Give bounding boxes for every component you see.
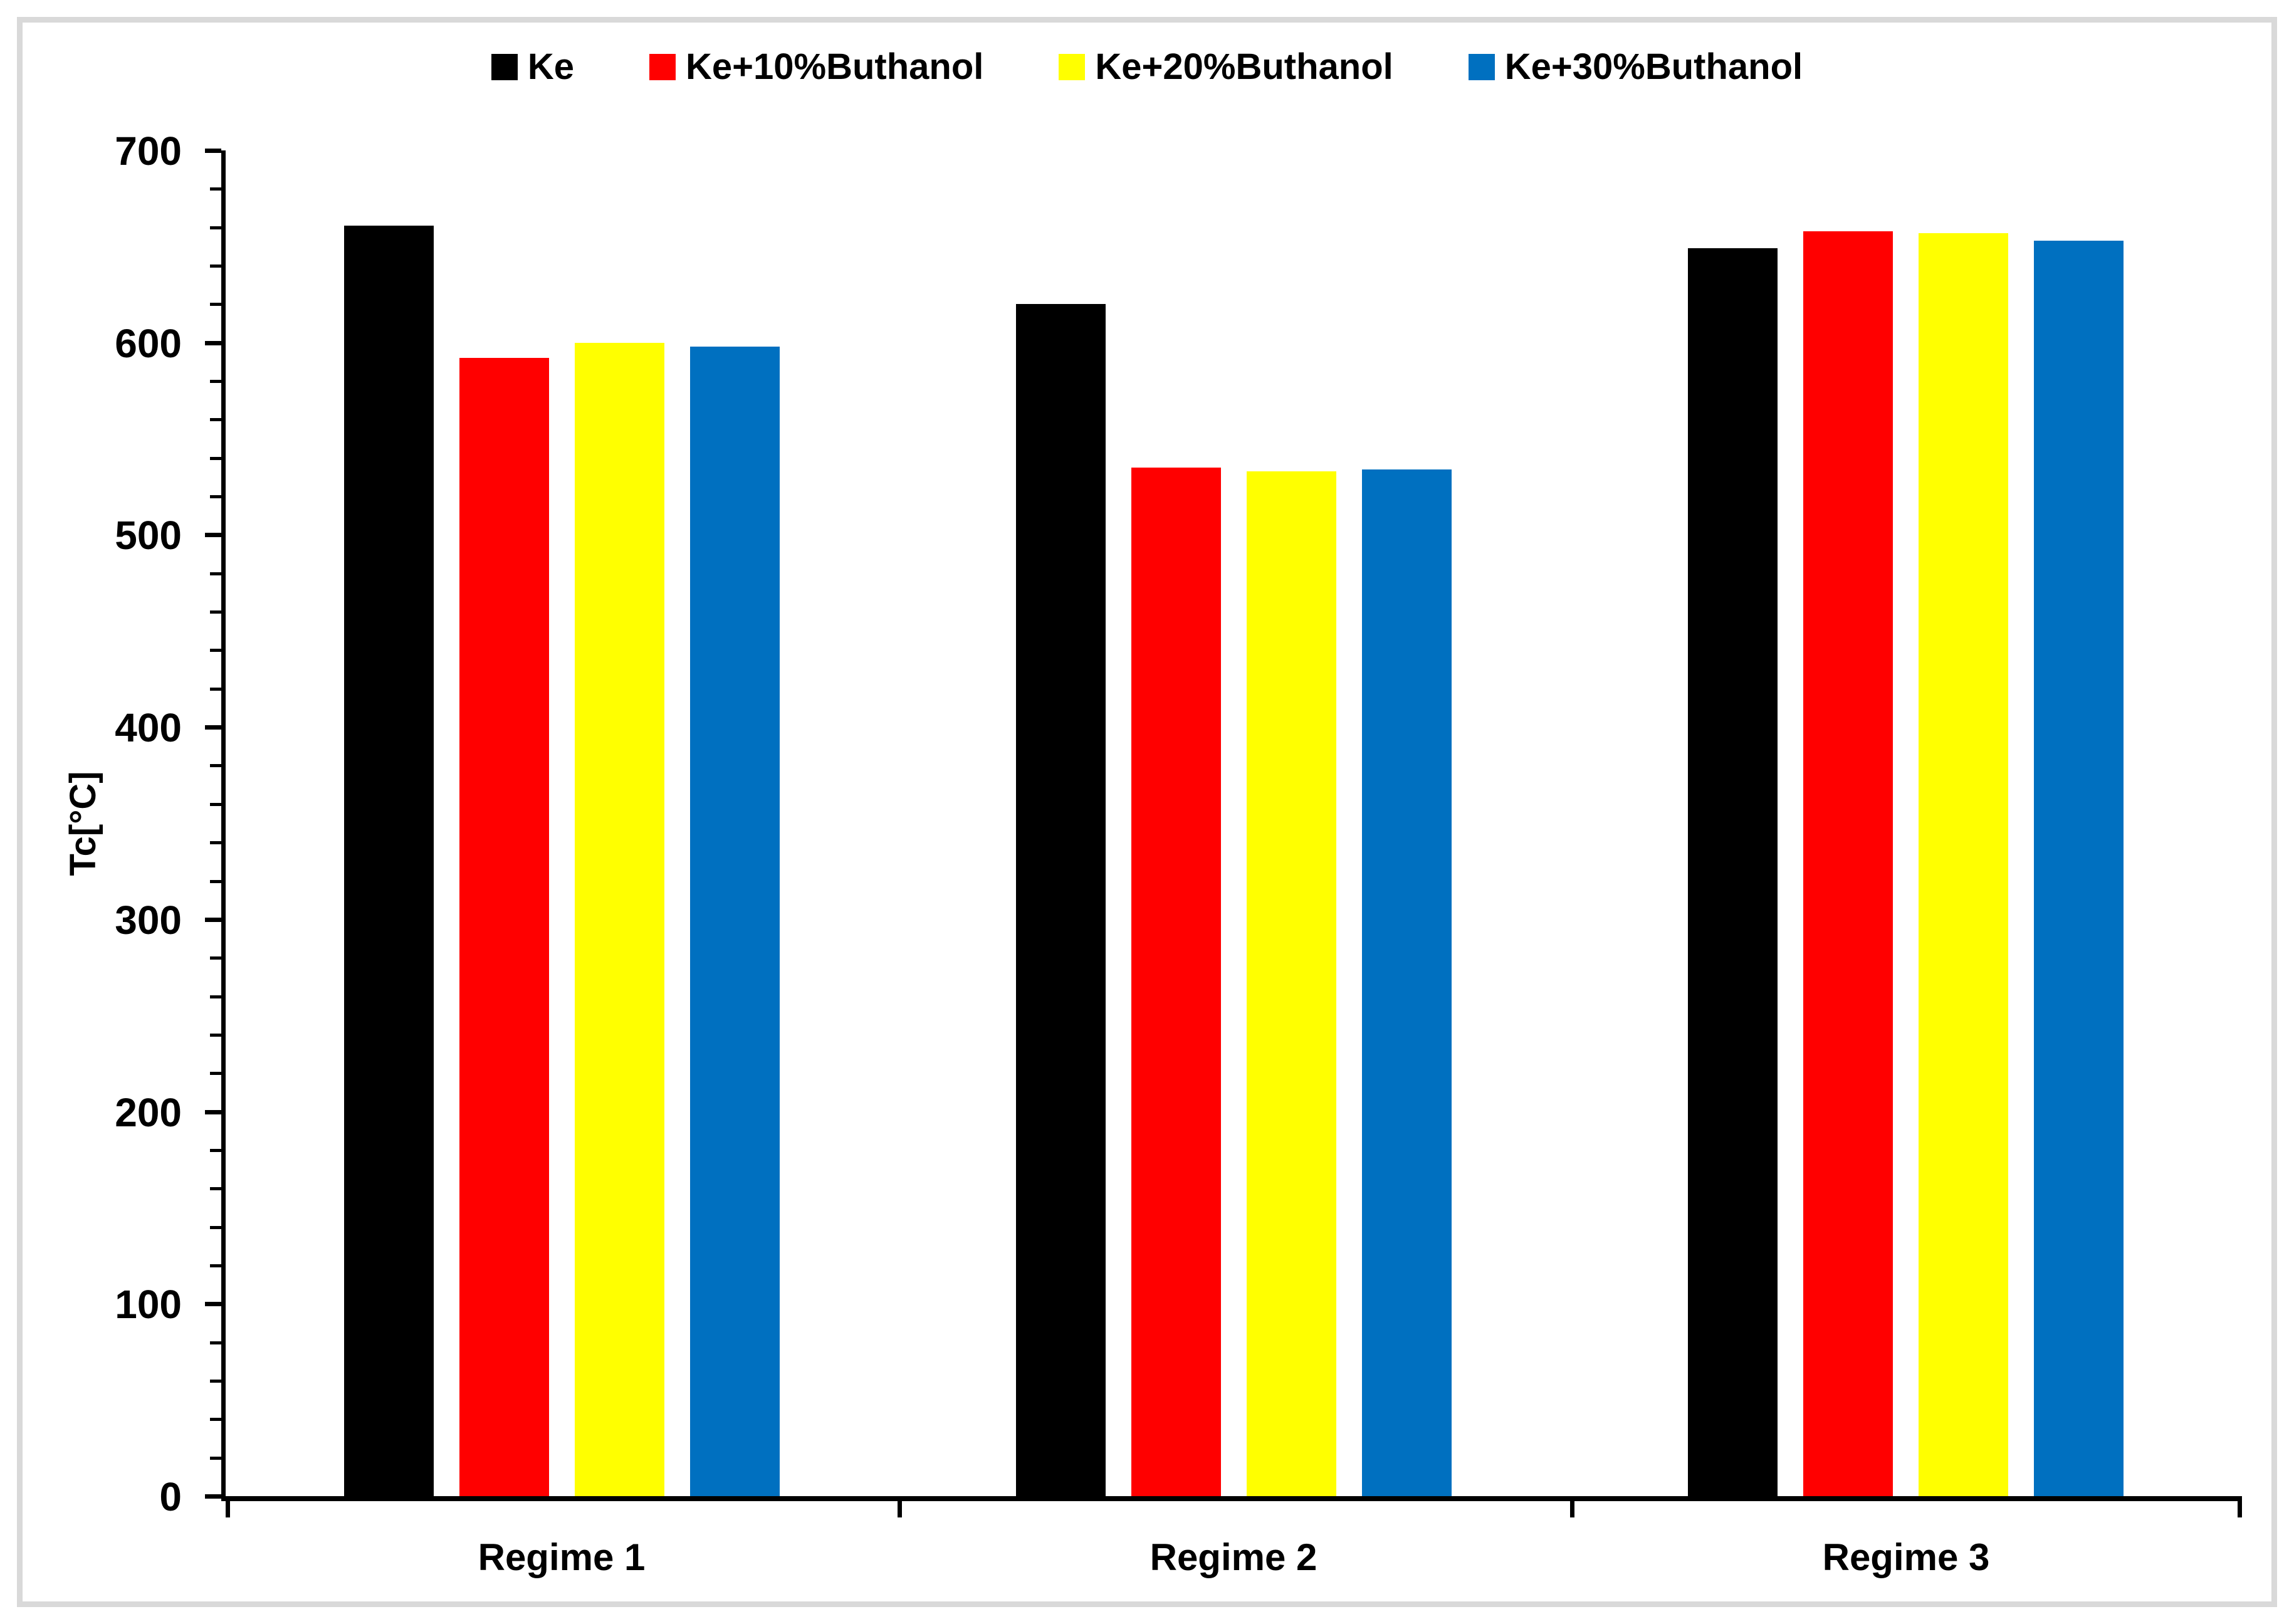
bar-regime-3-ke-20-buthanol	[1919, 233, 2008, 1496]
y-axis-minor-tick	[210, 687, 221, 691]
y-axis-major-tick	[205, 533, 221, 538]
x-axis-boundary-tick	[1570, 1496, 1574, 1517]
y-axis-minor-tick	[210, 187, 221, 191]
y-axis-minor-tick	[210, 1187, 221, 1191]
bar-regime-2-ke-30-buthanol	[1362, 469, 1452, 1496]
bar-regime-2-ke-10-buthanol	[1131, 468, 1221, 1496]
y-axis-minor-tick	[210, 1072, 221, 1076]
y-axis-minor-tick	[210, 456, 221, 460]
y-axis-tick-label: 0	[159, 1474, 182, 1519]
bar-regime-1-ke-10-buthanol	[459, 358, 549, 1496]
legend-item-label: Ke+30%Buthanol	[1504, 46, 1803, 87]
x-axis-line	[221, 1496, 2242, 1501]
x-axis-category-label: Regime 2	[1150, 1536, 1317, 1578]
y-axis-minor-tick	[210, 226, 221, 229]
y-axis-minor-tick	[210, 802, 221, 806]
bar-regime-3-ke	[1688, 248, 1778, 1496]
x-axis-category-label: Regime 3	[1822, 1536, 1990, 1578]
y-axis-major-tick	[205, 725, 221, 730]
bar-regime-3-ke-30-buthanol	[2034, 241, 2124, 1496]
y-axis-minor-tick	[210, 841, 221, 845]
y-axis-minor-tick	[210, 1379, 221, 1383]
y-axis-tick-label: 500	[115, 513, 182, 558]
y-axis-minor-tick	[210, 380, 221, 384]
y-axis-major-tick	[205, 917, 221, 922]
bar-regime-1-ke	[344, 226, 434, 1496]
y-axis-tick-label: 300	[115, 897, 182, 943]
legend-item-ke-10-buthanol: Ke+10%Buthanol	[649, 49, 983, 85]
y-axis-tick-label: 700	[115, 128, 182, 174]
legend-swatch-icon	[1059, 54, 1086, 80]
chart-legend: Ke Ke+10%Buthanol Ke+20%Buthanol Ke+30%Buth…	[0, 49, 2294, 85]
x-axis-category-label: Regime 1	[478, 1536, 646, 1578]
y-axis-tick-label: 400	[115, 705, 182, 751]
y-axis-minor-tick	[210, 1033, 221, 1037]
legend-swatch-icon	[649, 54, 676, 80]
y-axis-major-tick	[205, 1302, 221, 1307]
y-axis-major-tick	[205, 340, 221, 345]
y-axis-minor-tick	[210, 610, 221, 614]
y-axis-minor-tick	[210, 956, 221, 960]
legend-swatch-icon	[1468, 54, 1495, 80]
y-axis-minor-tick	[210, 265, 221, 268]
y-axis-minor-tick	[210, 1264, 221, 1267]
y-axis-minor-tick	[210, 1225, 221, 1229]
y-axis-minor-tick	[210, 649, 221, 652]
y-axis-minor-tick	[210, 995, 221, 998]
legend-item-ke-30-buthanol: Ke+30%Buthanol	[1468, 46, 1803, 87]
y-axis-minor-tick	[210, 1341, 221, 1344]
legend-item-label: Ke+20%Buthanol	[1095, 46, 1393, 87]
legend-item-label: Ke	[527, 46, 574, 87]
bar-regime-2-ke	[1016, 304, 1106, 1496]
bar-regime-1-ke-20-buthanol	[575, 343, 664, 1496]
y-axis-minor-tick	[210, 418, 221, 422]
legend-item-label: Ke+10%Buthanol	[685, 46, 984, 87]
y-axis-minor-tick	[210, 495, 221, 499]
bar-regime-3-ke-10-buthanol	[1803, 231, 1893, 1496]
y-axis-minor-tick	[210, 303, 221, 306]
y-axis-minor-tick	[210, 879, 221, 883]
y-axis-major-tick	[205, 149, 221, 153]
x-axis-boundary-tick	[2238, 1496, 2242, 1517]
plot-area: 0 100 200 300 400 500 600 700 Regime 1 Regime 2 Re…	[115, 131, 2242, 1576]
y-axis-minor-tick	[210, 1418, 221, 1422]
legend-item-ke-20-buthanol: Ke+20%Buthanol	[1059, 49, 1393, 85]
bar-regime-1-ke-30-buthanol	[690, 347, 780, 1496]
bar-regime-2-ke-20-buthanol	[1247, 471, 1336, 1496]
y-axis-tick-label: 600	[115, 320, 182, 366]
y-axis-line	[221, 150, 226, 1501]
y-axis-minor-tick	[210, 572, 221, 575]
x-axis-boundary-tick	[898, 1496, 902, 1517]
y-axis-major-tick	[205, 1109, 221, 1114]
y-axis-tick-label: 100	[115, 1282, 182, 1328]
y-axis-minor-tick	[210, 1456, 221, 1460]
y-axis-minor-tick	[210, 764, 221, 768]
y-axis-tick-label: 200	[115, 1089, 182, 1135]
x-axis-boundary-tick	[226, 1496, 230, 1517]
legend-item-ke: Ke	[491, 49, 574, 85]
y-axis-title: Tc[°C]	[63, 770, 103, 876]
legend-swatch-icon	[491, 54, 518, 80]
y-axis-major-tick	[205, 1494, 221, 1499]
y-axis-minor-tick	[210, 1148, 221, 1152]
